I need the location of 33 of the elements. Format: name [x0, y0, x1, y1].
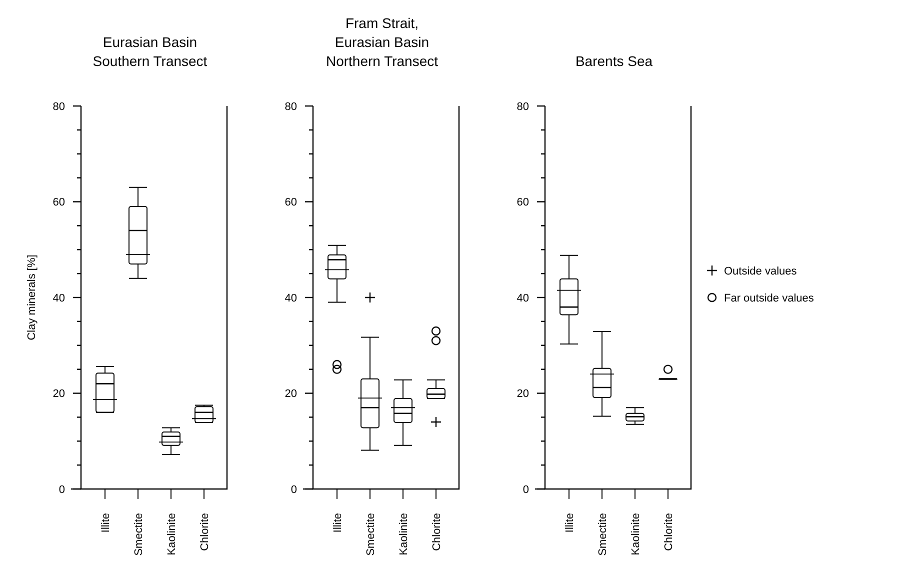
y-axis-title: Clay minerals [%]	[26, 254, 38, 340]
y-tick-label: 80	[52, 100, 65, 113]
chart-title: Eurasian Basin Southern Transect	[92, 34, 208, 69]
chart-title: Fram Strait, Eurasian Basin Northern Transect	[326, 15, 438, 69]
x-tick-label: Kaolinite	[630, 513, 642, 556]
legend-label: Outside values	[724, 265, 798, 278]
x-tick-label: Kaolinite	[398, 513, 410, 556]
y-tick-label: 60	[516, 196, 529, 209]
y-tick-label: 60	[52, 196, 65, 209]
y-tick-label: 20	[284, 388, 297, 400]
x-tick-label: Chlorite	[199, 513, 211, 551]
x-tick-label: Chlorite	[663, 513, 675, 551]
y-tick-label: 0	[290, 484, 297, 496]
y-tick-label: 40	[52, 292, 65, 304]
x-tick-label: Illite	[332, 513, 344, 533]
x-tick-label: Smectite	[597, 513, 609, 556]
chart-title: Barents Sea	[575, 53, 653, 69]
x-tick-label: Illite	[564, 513, 576, 533]
y-tick-label: 20	[52, 388, 65, 400]
x-tick-label: Illite	[100, 513, 112, 533]
y-tick-label: 40	[284, 292, 297, 304]
y-tick-label: 0	[58, 484, 65, 496]
y-tick-label: 20	[516, 388, 529, 400]
y-tick-label: 0	[522, 484, 529, 496]
x-tick-label: Smectite	[133, 513, 145, 556]
x-tick-label: Smectite	[365, 513, 377, 556]
y-tick-label: 40	[516, 292, 529, 304]
y-tick-label: 60	[284, 196, 297, 209]
y-tick-label: 80	[284, 100, 297, 113]
x-tick-label: Chlorite	[431, 513, 443, 551]
y-tick-label: 80	[516, 100, 529, 113]
x-tick-label: Kaolinite	[166, 513, 178, 556]
legend-label: Far outside values	[724, 292, 814, 304]
